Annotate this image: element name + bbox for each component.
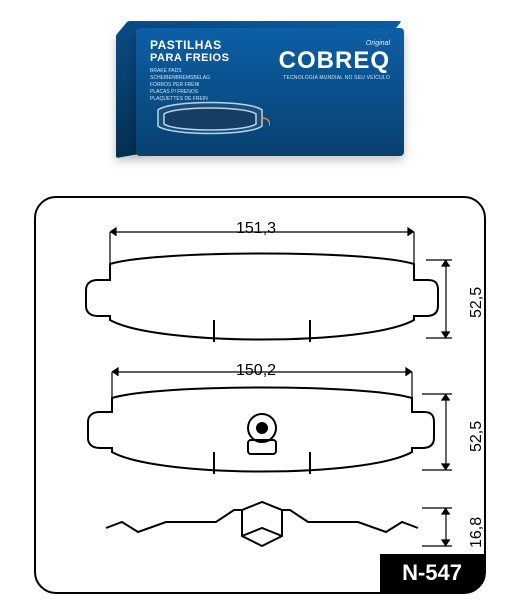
product-box: PASTILHAS PARA FREIOS BRAKE PADS SCHEIBE… [112,18,412,168]
page: PASTILHAS PARA FREIOS BRAKE PADS SCHEIBE… [0,0,522,614]
sub-line: PLACAS P/ FRENOS [150,89,390,96]
dim-outer-height-label: 52,5 [468,287,486,318]
sub-line: FORROS PER FRENI [150,82,390,89]
dim-inner-width-label: 150,2 [236,362,276,380]
brand-original: Original [279,40,390,47]
box-front: PASTILHAS PARA FREIOS BRAKE PADS SCHEIBE… [136,28,404,156]
dim-clip-height-label: 16,8 [468,517,486,548]
brand-block: Original COBREQ TECNOLOGIA MUNDIAL NO SE… [279,40,390,81]
dim-inner-height [422,394,452,470]
part-number-badge: N-547 [380,554,484,592]
inner-pad-drawing [66,362,458,492]
dim-outer-width-label: 151,3 [236,220,276,238]
outer-pad-drawing [66,220,458,360]
pad-illustration-icon [150,96,270,144]
diagram-panel: 151,3 52,5 [34,196,486,594]
brand-name: COBREQ [279,47,390,75]
part-number: N-547 [402,560,462,585]
dim-clip-height [422,508,452,546]
brand-tagline: TECNOLOGIA MUNDIAL NO SEU VEÍCULO [279,75,390,81]
dim-inner-height-label: 52,5 [468,421,486,452]
clip-drawing [66,498,458,558]
